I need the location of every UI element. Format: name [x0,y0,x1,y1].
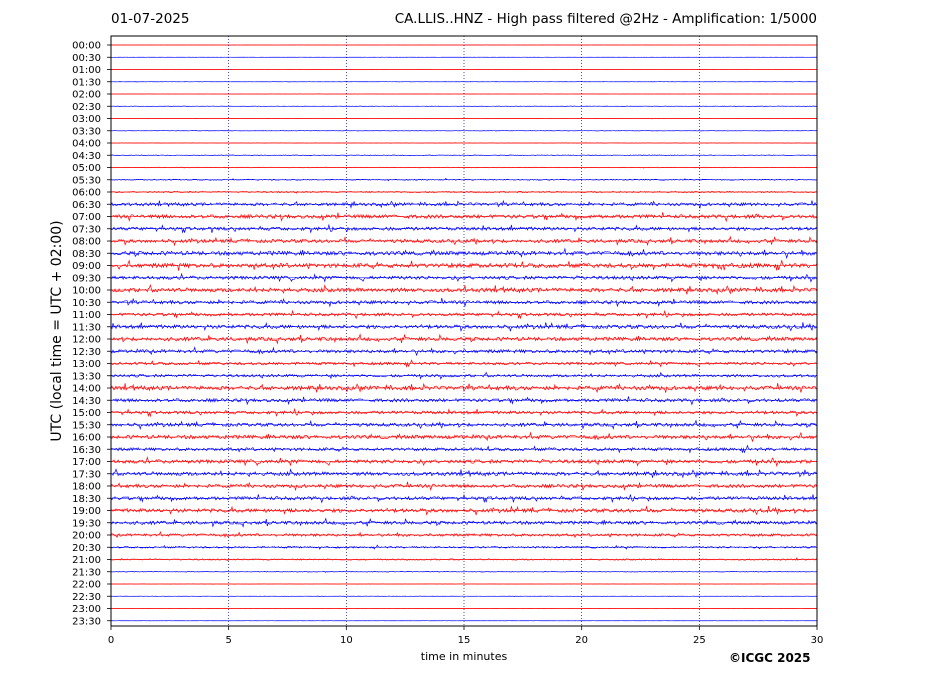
x-tick-label: 0 [108,635,114,646]
trace-waveform [110,247,818,260]
row-time-label: 17:30 [72,469,101,480]
row-time-label: 20:00 [72,531,101,542]
row-time-label: 09:30 [72,273,101,284]
row-time-label: 18:30 [72,494,101,505]
row-time-label: 05:30 [72,175,101,186]
row-time-label: 06:00 [72,188,101,199]
row-time-label: 19:30 [72,518,101,529]
trace-waveform [110,468,818,479]
row-time-label: 03:00 [72,114,101,125]
trace-waveform [110,212,818,223]
x-tick-label: 15 [458,635,471,646]
row-time-label: 21:00 [72,555,101,566]
x-tick-label: 25 [693,635,706,646]
trace-waveform [110,309,818,320]
row-time-label: 06:30 [72,200,101,211]
row-time-label: 08:00 [72,237,101,248]
trace-waveform [110,557,818,562]
row-time-label: 16:00 [72,433,101,444]
row-time-label: 02:00 [72,90,101,101]
row-time-label: 04:00 [72,139,101,150]
row-time-label: 14:30 [72,396,101,407]
trace-waveform [110,298,818,308]
trace-waveform [110,444,818,454]
trace-waveform [110,199,818,210]
date-label: 01-07-2025 [111,11,190,27]
trace-waveform [110,419,818,431]
row-time-label: 11:00 [72,310,101,321]
row-time-label: 15:00 [72,408,101,419]
trace-waveform [110,382,818,394]
trace-waveform [110,517,818,528]
x-tick-label: 10 [340,635,353,646]
trace-waveform [110,154,818,157]
row-time-label: 04:30 [72,151,101,162]
row-time-label: 00:30 [72,53,101,64]
row-time-label: 14:00 [72,384,101,395]
row-time-label: 01:30 [72,77,101,88]
x-tick-label: 20 [575,635,588,646]
trace-waveform [110,505,818,516]
row-time-label: 02:30 [72,102,101,113]
chart-title: CA.LLIS..HNZ - High pass filtered @2Hz -… [394,11,817,27]
row-time-label: 12:30 [72,347,101,358]
row-time-label: 07:30 [72,224,101,235]
row-time-label: 22:00 [72,580,101,591]
row-time-label: 19:00 [72,506,101,517]
trace-waveform [110,117,818,120]
row-time-label: 12:00 [72,335,101,346]
trace-waveform [110,166,818,169]
row-time-label: 09:00 [72,261,101,272]
row-time-label: 01:00 [72,65,101,76]
row-time-label: 23:30 [72,616,101,627]
row-time-label: 18:00 [72,482,101,493]
row-time-label: 23:00 [72,604,101,615]
trace-waveform [110,142,818,144]
row-time-label: 17:00 [72,457,101,468]
row-time-label: 11:30 [72,322,101,333]
row-time-label: 13:00 [72,359,101,370]
x-tick-label: 5 [225,635,231,646]
row-time-label: 13:30 [72,371,101,382]
row-time-label: 07:00 [72,212,101,223]
row-time-label: 10:30 [72,298,101,309]
row-time-label: 05:00 [72,163,101,174]
x-axis-label: time in minutes [420,650,508,663]
row-time-label: 03:30 [72,126,101,137]
row-time-label: 15:30 [72,420,101,431]
row-time-label: 20:30 [72,543,101,554]
row-time-label: 22:30 [72,592,101,603]
x-tick-label: 30 [811,635,824,646]
row-time-label: 08:30 [72,249,101,260]
row-time-label: 16:30 [72,445,101,456]
row-time-label: 21:30 [72,567,101,578]
row-time-label: 00:00 [72,41,101,52]
row-time-label: 10:00 [72,286,101,297]
trace-waveform [110,571,818,573]
plot-frame [110,35,818,627]
copyright-label: ©ICGC 2025 [729,651,811,665]
